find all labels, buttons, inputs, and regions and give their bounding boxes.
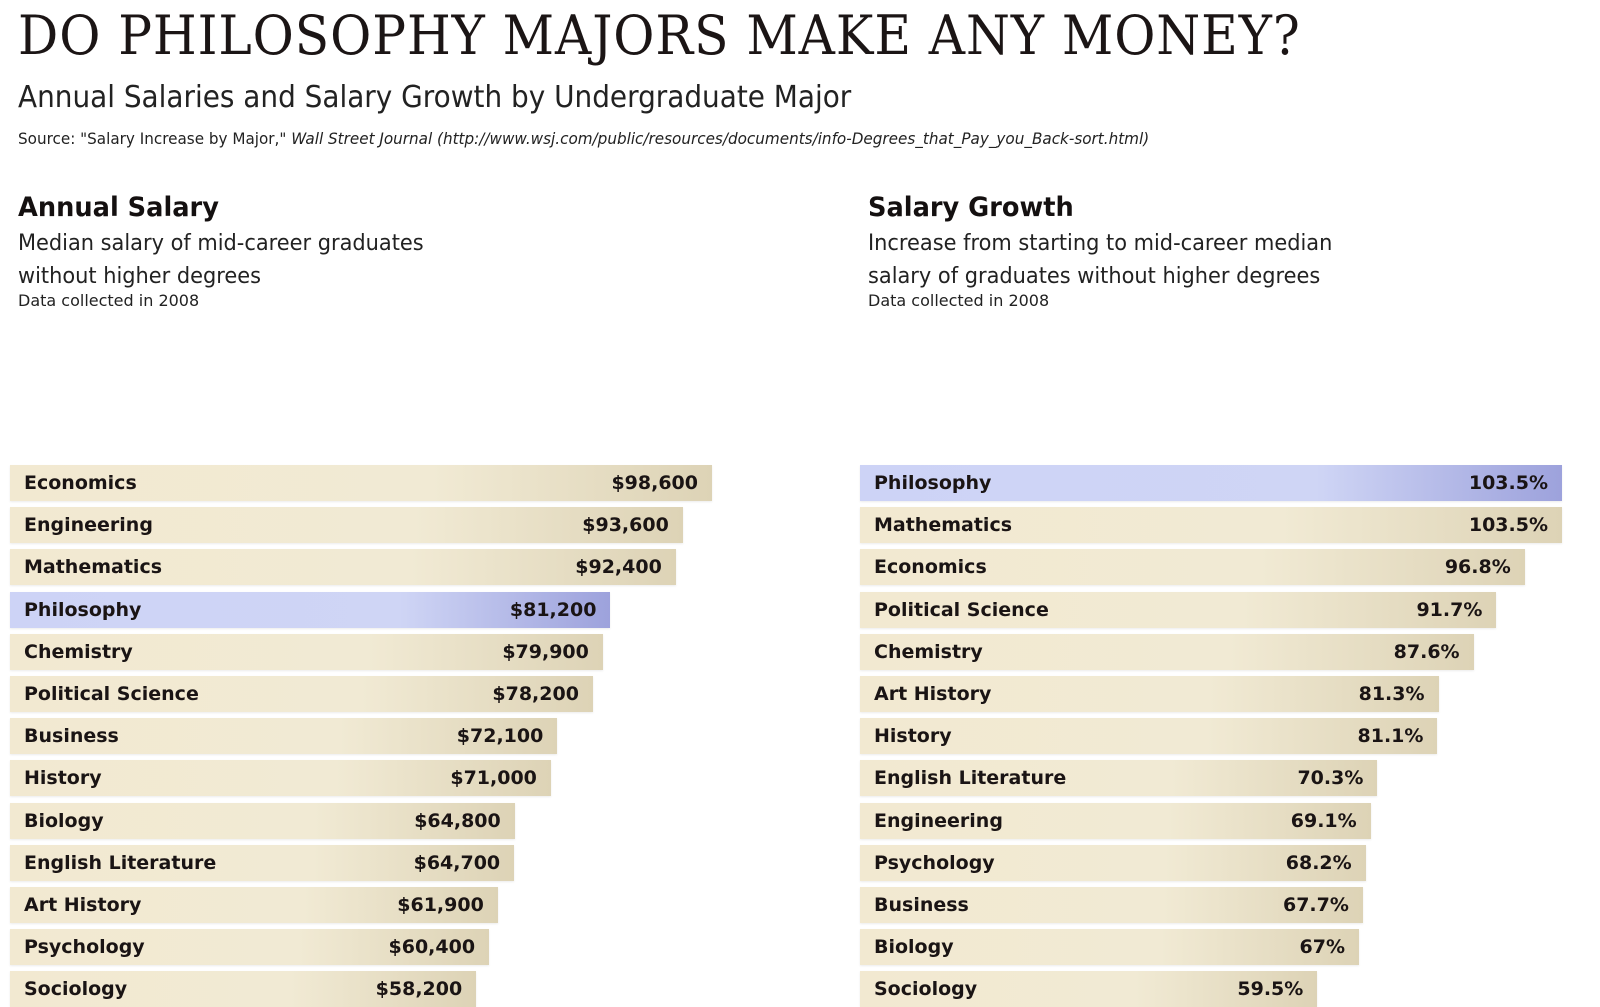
annual-salary-category-label: Political Science [24, 683, 199, 705]
salary-growth-category-label: Engineering [874, 809, 1003, 832]
salary-growth-bar: History 81.1% [860, 718, 1438, 755]
annual-salary-bar: Philosophy $81,200 [10, 591, 611, 628]
source-url: (http://www.wsj.com/public/resources/doc… [432, 129, 1150, 148]
salary-growth-title: Salary Growth [868, 192, 1074, 223]
annual-salary-category-label: English Literature [24, 851, 217, 874]
salary-growth-bar: Economics 96.8% [860, 549, 1525, 586]
annual-salary-bar: Mathematics $92,400 [10, 549, 676, 586]
salary-growth-category-label: Chemistry [874, 640, 983, 663]
salary-growth-category-label: Philosophy [874, 472, 992, 494]
salary-growth-value-label: 70.3% [1297, 767, 1364, 790]
annual-salary-value-label: $71,000 [450, 767, 537, 790]
salary-growth-note: Data collected in 2008 [868, 291, 1050, 310]
annual-salary-category-label: Business [24, 725, 119, 748]
salary-growth-bar: Sociology 59.5% [860, 971, 1318, 1007]
annual-salary-value-label: $78,200 [492, 683, 579, 705]
annual-salary-category-label: Art History [24, 894, 142, 916]
page-subtitle: Annual Salaries and Salary Growth by Und… [18, 80, 852, 115]
annual-salary-bar: English Literature $64,700 [10, 844, 515, 881]
annual-salary-value-label: $60,400 [388, 936, 476, 959]
annual-salary-category-label: History [24, 767, 102, 790]
annual-salary-note: Data collected in 2008 [18, 291, 200, 310]
annual-salary-category-label: Sociology [24, 978, 128, 1001]
salary-growth-bar: Political Science 91.7% [860, 591, 1497, 628]
salary-growth-value-label: 67.7% [1282, 894, 1349, 916]
salary-growth-bar: Mathematics 103.5% [860, 507, 1562, 544]
annual-salary-bar: Psychology $60,400 [10, 929, 490, 966]
salary-growth-bar: Biology 67% [860, 929, 1360, 966]
annual-salary-title: Annual Salary [18, 192, 219, 223]
salary-growth-description-line2: salary of graduates without higher degre… [868, 264, 1321, 289]
salary-growth-bar: Art History 81.3% [860, 676, 1439, 712]
salary-growth-category-label: History [874, 725, 952, 748]
annual-salary-bar: Political Science $78,200 [10, 676, 593, 712]
annual-salary-value-label: $64,800 [414, 809, 501, 832]
annual-salary-value-label: $92,400 [575, 556, 662, 579]
annual-salary-description-line2: without higher degrees [18, 264, 262, 289]
salary-growth-bar: Philosophy 103.5% [860, 465, 1562, 501]
salary-growth-value-label: 69.1% [1290, 809, 1357, 832]
salary-growth-value-label: 68.2% [1285, 851, 1352, 874]
salary-growth-bar: Chemistry 87.6% [860, 633, 1474, 670]
salary-growth-category-label: Art History [874, 683, 992, 705]
salary-growth-bar: English Literature 70.3% [860, 760, 1378, 797]
salary-growth-category-label: Political Science [874, 598, 1049, 621]
salary-growth-value-label: 96.8% [1444, 556, 1511, 579]
annual-salary-category-label: Philosophy [24, 598, 142, 621]
annual-salary-value-label: $61,900 [397, 894, 484, 916]
salary-growth-value-label: 59.5% [1237, 978, 1304, 1001]
annual-salary-value-label: $79,900 [502, 640, 589, 663]
salary-growth-category-label: Biology [874, 936, 954, 959]
salary-growth-value-label: 87.6% [1393, 640, 1460, 663]
salary-growth-value-label: 81.3% [1358, 683, 1425, 705]
annual-salary-category-label: Psychology [24, 936, 145, 959]
annual-salary-category-label: Chemistry [24, 640, 133, 663]
salary-growth-category-label: Business [874, 894, 969, 916]
annual-salary-description: Median salary of mid-career graduates wi… [18, 227, 702, 293]
annual-salary-category-label: Economics [24, 472, 137, 494]
salary-growth-bar: Engineering 69.1% [860, 802, 1371, 839]
annual-salary-value-label: $58,200 [375, 978, 463, 1001]
salary-growth-value-label: 91.7% [1416, 598, 1483, 621]
annual-salary-value-label: $98,600 [611, 472, 698, 494]
salary-growth-value-label: 81.1% [1357, 725, 1424, 748]
salary-growth-category-label: Mathematics [874, 514, 1013, 537]
salary-growth-bar: Business 67.7% [860, 887, 1363, 923]
annual-salary-bar: Art History $61,900 [10, 887, 498, 923]
annual-salary-category-label: Mathematics [24, 556, 163, 579]
page-title: DO PHILOSOPHY MAJORS MAKE ANY MONEY? [18, 4, 1301, 67]
annual-salary-bar: History $71,000 [10, 760, 551, 797]
annual-salary-bar: Economics $98,600 [10, 465, 712, 501]
salary-growth-category-label: Economics [874, 556, 987, 579]
annual-salary-bar: Business $72,100 [10, 718, 558, 755]
salary-growth-description-line1: Increase from starting to mid-career med… [868, 231, 1333, 256]
annual-salary-bar: Biology $64,800 [10, 802, 515, 839]
salary-growth-panel: Salary Growth Increase from starting to … [860, 192, 1588, 1007]
annual-salary-bar: Engineering $93,600 [10, 507, 683, 544]
source-citation: Source: "Salary Increase by Major," Wall… [18, 129, 1149, 148]
source-prefix: Source: "Salary Increase by Major," [18, 129, 292, 148]
salary-growth-category-label: English Literature [874, 767, 1067, 790]
annual-salary-bar: Sociology $58,200 [10, 971, 477, 1007]
salary-growth-value-label: 103.5% [1468, 472, 1548, 494]
annual-salary-category-label: Engineering [24, 514, 153, 537]
annual-salary-value-label: $72,100 [456, 725, 544, 748]
annual-salary-value-label: $93,600 [582, 514, 669, 537]
salary-growth-category-label: Sociology [874, 978, 978, 1001]
annual-salary-description-line1: Median salary of mid-career graduates [18, 231, 424, 256]
salary-growth-description: Increase from starting to mid-career med… [868, 227, 1552, 293]
annual-salary-value-label: $64,700 [413, 851, 501, 874]
salary-growth-category-label: Psychology [874, 851, 995, 874]
annual-salary-bar: Chemistry $79,900 [10, 633, 603, 670]
salary-growth-value-label: 67% [1299, 936, 1346, 959]
salary-growth-value-label: 103.5% [1468, 514, 1548, 537]
source-publication: Wall Street Journal [291, 129, 433, 148]
annual-salary-panel: Annual Salary Median salary of mid-caree… [10, 192, 738, 1007]
annual-salary-value-label: $81,200 [509, 598, 597, 621]
salary-growth-bar: Psychology 68.2% [860, 844, 1366, 881]
annual-salary-category-label: Biology [24, 809, 104, 832]
